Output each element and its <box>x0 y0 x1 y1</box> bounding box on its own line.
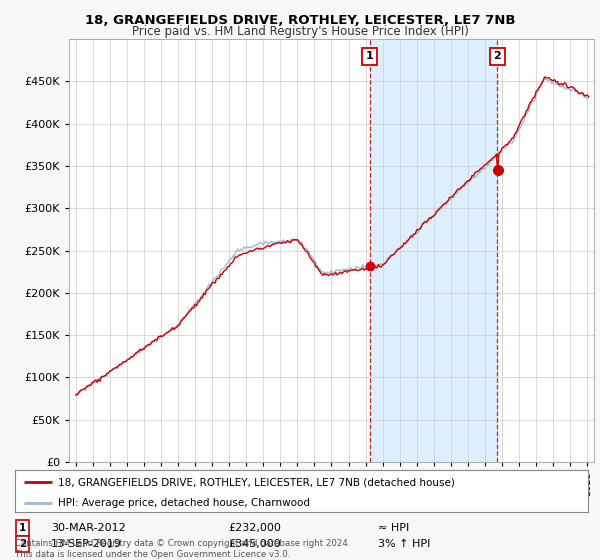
Text: 1: 1 <box>366 51 374 61</box>
Text: 18, GRANGEFIELDS DRIVE, ROTHLEY, LEICESTER, LE7 7NB: 18, GRANGEFIELDS DRIVE, ROTHLEY, LEICEST… <box>85 14 515 27</box>
Bar <box>370 39 497 462</box>
Text: ≈ HPI: ≈ HPI <box>378 523 409 533</box>
Text: 2: 2 <box>493 51 501 61</box>
Text: 30-MAR-2012: 30-MAR-2012 <box>51 523 126 533</box>
Text: 2: 2 <box>19 539 26 549</box>
Text: 18, GRANGEFIELDS DRIVE, ROTHLEY, LEICESTER, LE7 7NB (detached house): 18, GRANGEFIELDS DRIVE, ROTHLEY, LEICEST… <box>58 477 455 487</box>
Text: £232,000: £232,000 <box>228 523 281 533</box>
Text: 3% ↑ HPI: 3% ↑ HPI <box>378 539 430 549</box>
Text: £345,000: £345,000 <box>228 539 281 549</box>
Text: 1: 1 <box>19 523 26 533</box>
Text: HPI: Average price, detached house, Charnwood: HPI: Average price, detached house, Char… <box>58 498 310 508</box>
Text: Price paid vs. HM Land Registry's House Price Index (HPI): Price paid vs. HM Land Registry's House … <box>131 25 469 38</box>
Text: Contains HM Land Registry data © Crown copyright and database right 2024.
This d: Contains HM Land Registry data © Crown c… <box>15 539 350 559</box>
Text: 13-SEP-2019: 13-SEP-2019 <box>51 539 122 549</box>
